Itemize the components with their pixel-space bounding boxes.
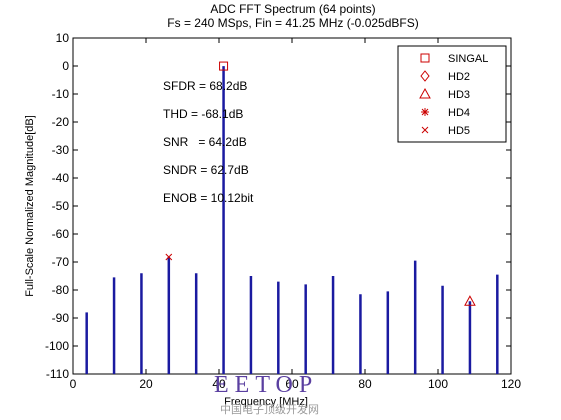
y-axis-ticks: 10 0 -10 -20 -30 -40 -50 -60 -70 -80 -90 -100 -110 bbox=[45, 31, 511, 381]
y-tick-label: -90 bbox=[52, 311, 70, 325]
y-tick-label: 10 bbox=[56, 31, 70, 45]
y-tick-label: -30 bbox=[52, 143, 70, 157]
x-tick-label: 60 bbox=[285, 377, 299, 391]
x-tick-label: 40 bbox=[212, 377, 226, 391]
spectrum-stems bbox=[85, 66, 499, 374]
y-tick-label: -20 bbox=[52, 115, 70, 129]
legend-label: SINGAL bbox=[448, 53, 488, 65]
legend-marker-singal bbox=[420, 53, 430, 63]
y-tick-label: -40 bbox=[52, 171, 70, 185]
marker-hd5 bbox=[165, 253, 173, 261]
chart-subtitle: Fs = 240 MSps, Fin = 41.25 MHz (-0.025dB… bbox=[167, 16, 418, 30]
legend-label: HD3 bbox=[448, 89, 470, 101]
watermark-logo: EETOP bbox=[214, 372, 318, 398]
metric-annotations: SFDR = 68.2dB THD = -68.1dB SNR = 64.2dB SN… bbox=[163, 79, 254, 205]
annotation-text: THD = -68.1dB bbox=[163, 107, 243, 121]
legend-marker-hd3 bbox=[419, 87, 431, 99]
legend-marker-hd2 bbox=[420, 70, 430, 82]
watermark-caption: 中国电子顶级开发网 bbox=[220, 402, 319, 416]
x-axis-ticks: 0 20 40 60 80 100 120 bbox=[70, 38, 521, 391]
x-axis-title: Frequency [MHz] bbox=[224, 396, 308, 408]
legend-label: HD2 bbox=[448, 71, 470, 83]
marker-hd3 bbox=[464, 295, 476, 306]
x-tick-label: 0 bbox=[70, 377, 77, 391]
legend-label: HD4 bbox=[448, 107, 470, 119]
marker-singal bbox=[219, 61, 229, 71]
annotation-text: SFDR = 68.2dB bbox=[163, 79, 247, 93]
y-tick-label: -110 bbox=[46, 367, 69, 381]
chart-title: ADC FFT Spectrum (64 points) bbox=[210, 2, 375, 16]
y-tick-label: -50 bbox=[52, 199, 70, 213]
y-tick-label: -10 bbox=[52, 87, 70, 101]
y-tick-label: -100 bbox=[45, 339, 69, 353]
x-tick-label: 120 bbox=[501, 377, 521, 391]
x-tick-label: 20 bbox=[139, 377, 153, 391]
legend-box bbox=[397, 45, 507, 143]
y-tick-label: -60 bbox=[52, 227, 70, 241]
chart-legend: SINGAL HD2 HD3 HD4 HD5 bbox=[397, 45, 507, 143]
y-tick-label: -80 bbox=[52, 283, 70, 297]
legend-marker-hd4 bbox=[421, 108, 429, 116]
annotation-text: SNR = 64.2dB bbox=[163, 135, 247, 149]
legend-label: HD5 bbox=[448, 125, 470, 137]
y-tick-label: -70 bbox=[52, 255, 70, 269]
annotation-text: SNDR = 62.7dB bbox=[163, 163, 249, 177]
y-axis-title: Full-Scale Normalized Magnitude[dB] bbox=[24, 115, 36, 297]
x-tick-label: 100 bbox=[428, 377, 448, 391]
legend-marker-hd5 bbox=[421, 126, 429, 134]
harmonic-markers bbox=[165, 61, 476, 306]
annotation-text: ENOB = 10.12bit bbox=[163, 191, 254, 205]
y-tick-label: 0 bbox=[62, 59, 69, 73]
x-tick-label: 80 bbox=[358, 377, 372, 391]
